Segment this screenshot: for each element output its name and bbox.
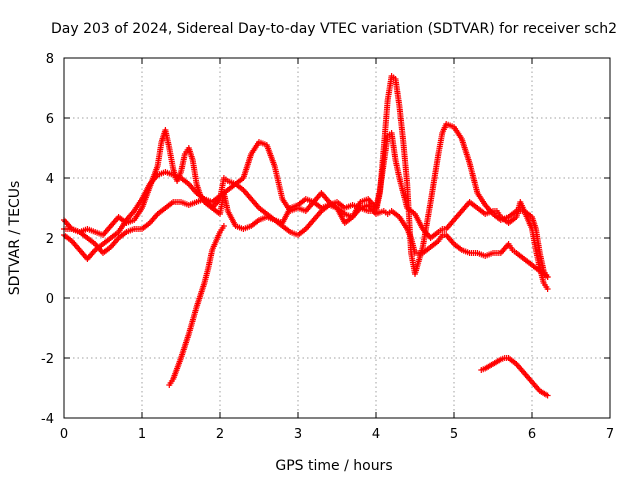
- series-arc-1: [61, 127, 551, 280]
- series-arc-2: [61, 130, 551, 292]
- x-tick-label: 1: [138, 427, 146, 442]
- grid: [64, 58, 610, 418]
- y-tick-label: 4: [46, 172, 54, 187]
- x-tick-label: 3: [294, 427, 302, 442]
- series-arc-4: [166, 223, 227, 388]
- plot-frame: [63, 57, 611, 419]
- y-tick-label: 8: [46, 52, 54, 67]
- x-tick-label: 5: [450, 427, 458, 442]
- y-tick-labels: -4 -2 0 2 4 6 8: [41, 52, 54, 427]
- data-points: [61, 73, 551, 399]
- y-tick-label: 0: [46, 292, 54, 307]
- y-tick-label: -4: [41, 412, 54, 427]
- y-tick-label: -2: [41, 352, 54, 367]
- x-tick-label: 0: [60, 427, 68, 442]
- data-point: [220, 223, 227, 229]
- x-tick-label: 6: [528, 427, 536, 442]
- x-tick-label: 2: [216, 427, 224, 442]
- x-tick-labels: 0 1 2 3 4 5 6 7: [60, 427, 614, 442]
- data-point: [544, 286, 551, 292]
- y-tick-label: 6: [46, 112, 54, 127]
- series-arc-5: [478, 355, 551, 399]
- chart-title: Day 203 of 2024, Sidereal Day-to-day VTE…: [51, 21, 617, 37]
- x-axis-label: GPS time / hours: [275, 458, 392, 474]
- y-tick-label: 2: [46, 232, 54, 247]
- x-tick-label: 7: [606, 427, 614, 442]
- series-arc-3: [61, 73, 551, 280]
- x-tick-label: 4: [372, 427, 380, 442]
- data-point: [544, 274, 551, 280]
- y-axis-label: SDTVAR / TECUs: [7, 181, 23, 296]
- data-point: [544, 392, 551, 399]
